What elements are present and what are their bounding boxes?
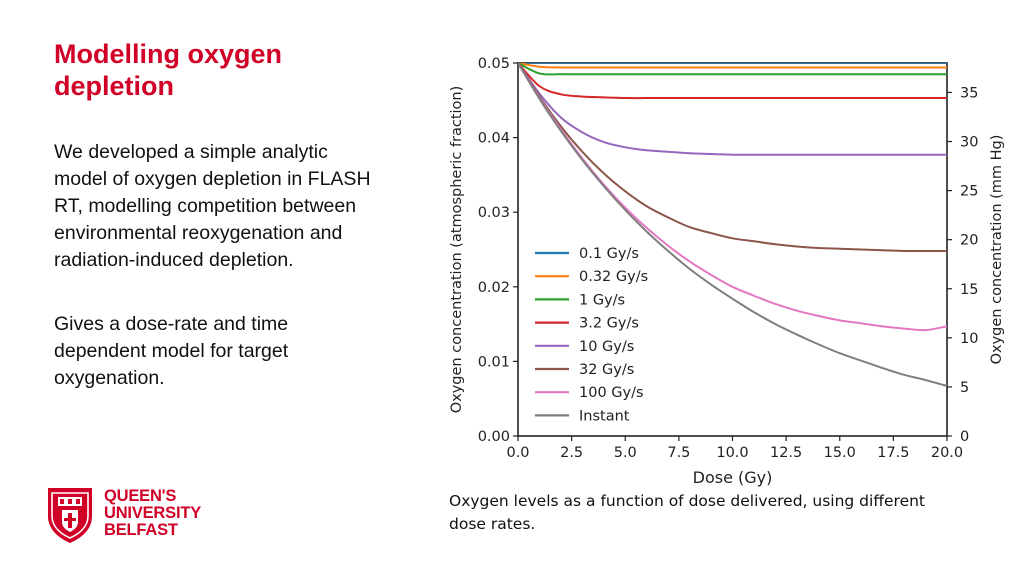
x-tick-label: 12.5 — [770, 445, 802, 461]
legend-label: 32 Gy/s — [579, 362, 634, 378]
x-tick-label: 20.0 — [931, 445, 963, 461]
y2-tick-label: 25 — [960, 184, 978, 200]
y-tick-label: 0.03 — [478, 205, 510, 221]
logo-line-2: UNIVERSITY — [104, 504, 202, 522]
y2-tick-label: 10 — [960, 331, 978, 347]
legend-label: 1 Gy/s — [579, 292, 625, 308]
x-tick-label: 2.5 — [560, 445, 583, 461]
body-paragraph-2: Gives a dose-rate and time dependent mod… — [54, 313, 289, 389]
x-tick-label: 0.0 — [506, 445, 529, 461]
y-axis-label: Oxygen concentration (atmospheric fracti… — [449, 86, 465, 414]
logo-line-1: QUEEN'S — [104, 487, 177, 505]
y-tick-label: 0.05 — [478, 56, 510, 72]
series-line — [518, 63, 947, 332]
legend-label: 100 Gy/s — [579, 385, 644, 401]
series-line — [518, 63, 947, 253]
x-axis-label: Dose (Gy) — [693, 468, 773, 487]
series-line — [518, 63, 947, 387]
y2-tick-label: 0 — [960, 429, 969, 445]
y-tick-label: 0.01 — [478, 354, 510, 370]
series-line — [518, 63, 947, 156]
x-tick-label: 17.5 — [877, 445, 909, 461]
y2-tick-label: 35 — [960, 85, 978, 101]
university-logo: QUEEN'S UNIVERSITY BELFAST — [46, 486, 226, 546]
x-tick-label: 5.0 — [614, 445, 637, 461]
slide-title: Modelling oxygen depletion — [54, 39, 283, 101]
x-tick-label: 15.0 — [824, 445, 856, 461]
logo-line-3: BELFAST — [104, 521, 178, 539]
legend-label: 3.2 Gy/s — [579, 316, 639, 332]
y2-axis-label: Oxygen concentration (mm Hg) — [989, 135, 1005, 365]
series-line — [518, 63, 947, 100]
university-crest-icon — [48, 488, 92, 543]
y-tick-label: 0.02 — [478, 280, 510, 296]
y2-tick-label: 20 — [960, 233, 978, 249]
x-tick-label: 10.0 — [716, 445, 748, 461]
oxygen-depletion-chart: 0.0 2.5 5.0 7.5 10.0 12.5 15.0 17.5 20.0 0.00 0.01… — [449, 56, 1005, 487]
legend-label: Instant — [579, 408, 630, 424]
legend-label: 0.1 Gy/s — [579, 246, 639, 262]
series-line — [518, 63, 947, 69]
y-tick-label: 0.04 — [478, 131, 510, 147]
y2-tick-label: 5 — [960, 380, 969, 396]
y2-tick-label: 30 — [960, 135, 978, 151]
y-tick-label: 0.00 — [478, 429, 510, 445]
series-line — [518, 63, 947, 76]
y2-tick-label: 15 — [960, 282, 978, 298]
legend-label: 10 Gy/s — [579, 339, 634, 355]
x-tick-label: 7.5 — [667, 445, 690, 461]
figure-caption: Oxygen levels as a function of dose deli… — [449, 492, 926, 533]
body-paragraph-1: We developed a simple analytic model of … — [54, 141, 371, 271]
legend-label: 0.32 Gy/s — [579, 269, 648, 285]
